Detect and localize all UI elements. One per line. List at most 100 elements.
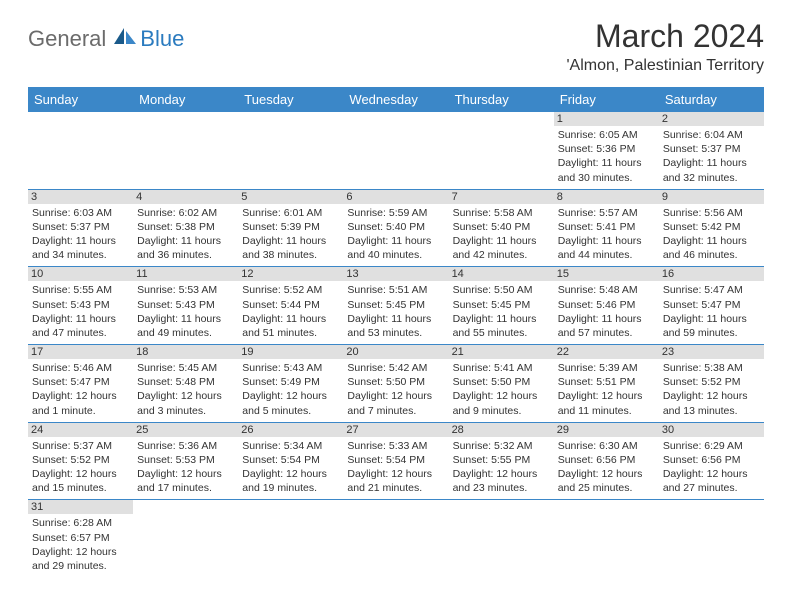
day-info: Sunrise: 6:29 AMSunset: 6:56 PMDaylight:…: [663, 439, 760, 496]
day-info: Sunrise: 6:01 AMSunset: 5:39 PMDaylight:…: [242, 206, 339, 263]
calendar-cell: [133, 112, 238, 189]
logo-text-general: General: [28, 26, 106, 52]
calendar-cell: 1 Sunrise: 6:05 AMSunset: 5:36 PMDaylight…: [554, 112, 659, 189]
col-wednesday: Wednesday: [343, 87, 448, 112]
location-subtitle: 'Almon, Palestinian Territory: [566, 57, 764, 75]
day-number: 23: [659, 345, 764, 359]
calendar-cell: 3Sunrise: 6:03 AMSunset: 5:37 PMDaylight…: [28, 189, 133, 267]
day-info: Sunrise: 5:55 AMSunset: 5:43 PMDaylight:…: [32, 283, 129, 340]
day-info: Sunrise: 6:05 AMSunset: 5:36 PMDaylight:…: [558, 128, 655, 185]
day-number: 24: [28, 423, 133, 437]
calendar-cell: 19 Sunrise: 5:43 AMSunset: 5:49 PMDayligh…: [238, 345, 343, 423]
col-saturday: Saturday: [659, 87, 764, 112]
calendar-cell: 17Sunrise: 5:46 AMSunset: 5:47 PMDayligh…: [28, 345, 133, 423]
day-number: 22: [554, 345, 659, 359]
day-number: 4: [133, 190, 238, 204]
calendar-cell: 21 Sunrise: 5:41 AMSunset: 5:50 PMDayligh…: [449, 345, 554, 423]
day-number: 3: [28, 190, 133, 204]
day-info: Sunrise: 5:39 AMSunset: 5:51 PMDaylight:…: [558, 361, 655, 418]
calendar-cell: 18Sunrise: 5:45 AMSunset: 5:48 PMDayligh…: [133, 345, 238, 423]
calendar-cell: [659, 500, 764, 577]
day-info: Sunrise: 6:02 AMSunset: 5:38 PMDaylight:…: [137, 206, 234, 263]
calendar-cell: [343, 500, 448, 577]
day-info: Sunrise: 6:28 AMSunset: 6:57 PMDaylight:…: [32, 516, 129, 573]
day-number: 31: [28, 500, 133, 514]
day-number: 12: [238, 267, 343, 281]
day-info: Sunrise: 5:53 AMSunset: 5:43 PMDaylight:…: [137, 283, 234, 340]
calendar-header-row: Sunday Monday Tuesday Wednesday Thursday…: [28, 87, 764, 112]
day-info: Sunrise: 5:43 AMSunset: 5:49 PMDaylight:…: [242, 361, 339, 418]
calendar-cell: [449, 112, 554, 189]
calendar-cell: 24 Sunrise: 5:37 AMSunset: 5:52 PMDayligh…: [28, 422, 133, 500]
calendar-cell: 6Sunrise: 5:59 AMSunset: 5:40 PMDaylight…: [343, 189, 448, 267]
day-info: Sunrise: 5:46 AMSunset: 5:47 PMDaylight:…: [32, 361, 129, 418]
day-number: 19: [238, 345, 343, 359]
day-number: 26: [238, 423, 343, 437]
day-number: 30: [659, 423, 764, 437]
calendar-cell: 14Sunrise: 5:50 AMSunset: 5:45 PMDayligh…: [449, 267, 554, 345]
day-info: Sunrise: 5:37 AMSunset: 5:52 PMDaylight:…: [32, 439, 129, 496]
day-number: 8: [554, 190, 659, 204]
col-monday: Monday: [133, 87, 238, 112]
calendar-cell: 11Sunrise: 5:53 AMSunset: 5:43 PMDayligh…: [133, 267, 238, 345]
logo: General Blue: [28, 26, 184, 52]
day-info: Sunrise: 5:42 AMSunset: 5:50 PMDaylight:…: [347, 361, 444, 418]
calendar-cell: 30 Sunrise: 6:29 AMSunset: 6:56 PMDayligh…: [659, 422, 764, 500]
day-number: 25: [133, 423, 238, 437]
calendar-week-row: 1 Sunrise: 6:05 AMSunset: 5:36 PMDaylight…: [28, 112, 764, 189]
calendar-cell: 10 Sunrise: 5:55 AMSunset: 5:43 PMDayligh…: [28, 267, 133, 345]
calendar-cell: [343, 112, 448, 189]
day-number: 10: [28, 267, 133, 281]
day-number: 7: [449, 190, 554, 204]
day-number: 21: [449, 345, 554, 359]
day-number: 5: [238, 190, 343, 204]
day-info: Sunrise: 5:51 AMSunset: 5:45 PMDaylight:…: [347, 283, 444, 340]
day-info: Sunrise: 5:33 AMSunset: 5:54 PMDaylight:…: [347, 439, 444, 496]
calendar-body: 1 Sunrise: 6:05 AMSunset: 5:36 PMDaylight…: [28, 112, 764, 577]
calendar-cell: 29Sunrise: 6:30 AMSunset: 6:56 PMDayligh…: [554, 422, 659, 500]
calendar-cell: [554, 500, 659, 577]
col-sunday: Sunday: [28, 87, 133, 112]
calendar-cell: 2Sunrise: 6:04 AMSunset: 5:37 PMDaylight…: [659, 112, 764, 189]
header: General Blue March 2024 'Almon, Palestin…: [0, 0, 792, 79]
day-number: 1: [554, 112, 659, 126]
day-info: Sunrise: 5:57 AMSunset: 5:41 PMDaylight:…: [558, 206, 655, 263]
logo-text-blue: Blue: [140, 26, 184, 52]
day-number: 15: [554, 267, 659, 281]
day-info: Sunrise: 5:59 AMSunset: 5:40 PMDaylight:…: [347, 206, 444, 263]
calendar-cell: [238, 112, 343, 189]
day-info: Sunrise: 5:47 AMSunset: 5:47 PMDaylight:…: [663, 283, 760, 340]
col-tuesday: Tuesday: [238, 87, 343, 112]
calendar-cell: [133, 500, 238, 577]
day-info: Sunrise: 5:50 AMSunset: 5:45 PMDaylight:…: [453, 283, 550, 340]
calendar-cell: 5 Sunrise: 6:01 AMSunset: 5:39 PMDaylight…: [238, 189, 343, 267]
day-info: Sunrise: 5:58 AMSunset: 5:40 PMDaylight:…: [453, 206, 550, 263]
logo-sail-icon: [112, 26, 138, 51]
calendar-cell: [238, 500, 343, 577]
calendar-cell: 25Sunrise: 5:36 AMSunset: 5:53 PMDayligh…: [133, 422, 238, 500]
calendar-cell: 22 Sunrise: 5:39 AMSunset: 5:51 PMDayligh…: [554, 345, 659, 423]
calendar-week-row: 31 Sunrise: 6:28 AMSunset: 6:57 PMDayligh…: [28, 500, 764, 577]
calendar-cell: 28 Sunrise: 5:32 AMSunset: 5:55 PMDayligh…: [449, 422, 554, 500]
calendar-cell: 9Sunrise: 5:56 AMSunset: 5:42 PMDaylight…: [659, 189, 764, 267]
day-number: 28: [449, 423, 554, 437]
day-info: Sunrise: 5:56 AMSunset: 5:42 PMDaylight:…: [663, 206, 760, 263]
col-thursday: Thursday: [449, 87, 554, 112]
calendar-cell: 8 Sunrise: 5:57 AMSunset: 5:41 PMDaylight…: [554, 189, 659, 267]
calendar-week-row: 10 Sunrise: 5:55 AMSunset: 5:43 PMDayligh…: [28, 267, 764, 345]
calendar-cell: [449, 500, 554, 577]
calendar-cell: 20Sunrise: 5:42 AMSunset: 5:50 PMDayligh…: [343, 345, 448, 423]
day-number: 13: [343, 267, 448, 281]
day-info: Sunrise: 6:04 AMSunset: 5:37 PMDaylight:…: [663, 128, 760, 185]
title-block: March 2024 'Almon, Palestinian Territory: [566, 18, 764, 75]
calendar-cell: 27 Sunrise: 5:33 AMSunset: 5:54 PMDayligh…: [343, 422, 448, 500]
day-info: Sunrise: 5:32 AMSunset: 5:55 PMDaylight:…: [453, 439, 550, 496]
day-number: 29: [554, 423, 659, 437]
day-info: Sunrise: 5:41 AMSunset: 5:50 PMDaylight:…: [453, 361, 550, 418]
page-title: March 2024: [566, 18, 764, 55]
col-friday: Friday: [554, 87, 659, 112]
calendar-cell: 13 Sunrise: 5:51 AMSunset: 5:45 PMDayligh…: [343, 267, 448, 345]
day-number: 27: [343, 423, 448, 437]
calendar-cell: 31 Sunrise: 6:28 AMSunset: 6:57 PMDayligh…: [28, 500, 133, 577]
calendar-cell: 23Sunrise: 5:38 AMSunset: 5:52 PMDayligh…: [659, 345, 764, 423]
